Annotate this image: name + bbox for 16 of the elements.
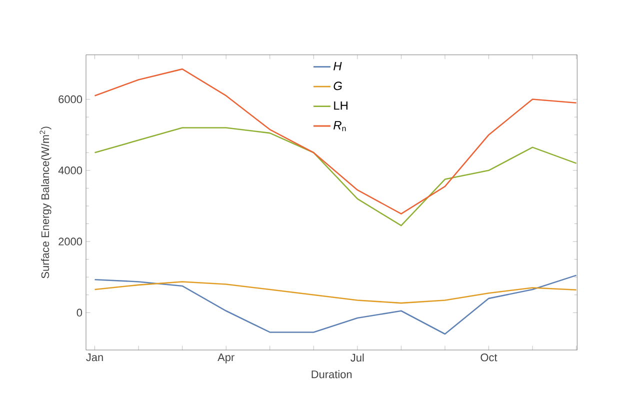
- legend-label: G: [334, 82, 342, 90]
- x-tick-label: Apr: [218, 354, 234, 364]
- x-axis-title: Duration: [312, 370, 352, 378]
- y-tick-label: 6000: [58, 95, 82, 104]
- y-tick-label: 0: [76, 308, 82, 317]
- x-tick-label: Oct: [480, 354, 498, 362]
- line-series: [94, 281, 577, 304]
- line-series: [94, 274, 577, 335]
- y-tick-label: 2000: [58, 238, 82, 246]
- legend-label: H: [334, 62, 342, 70]
- legend-label: R$_{n}$: [334, 121, 346, 132]
- y-tick-label: 4000: [58, 166, 82, 174]
- legend-label: LH: [334, 101, 348, 110]
- y-axis-title: Surface Energy Balance(W/m$^{2}$): [40, 126, 52, 278]
- x-tick-label: Jan: [86, 354, 103, 362]
- x-tick-label: Jul: [350, 354, 364, 362]
